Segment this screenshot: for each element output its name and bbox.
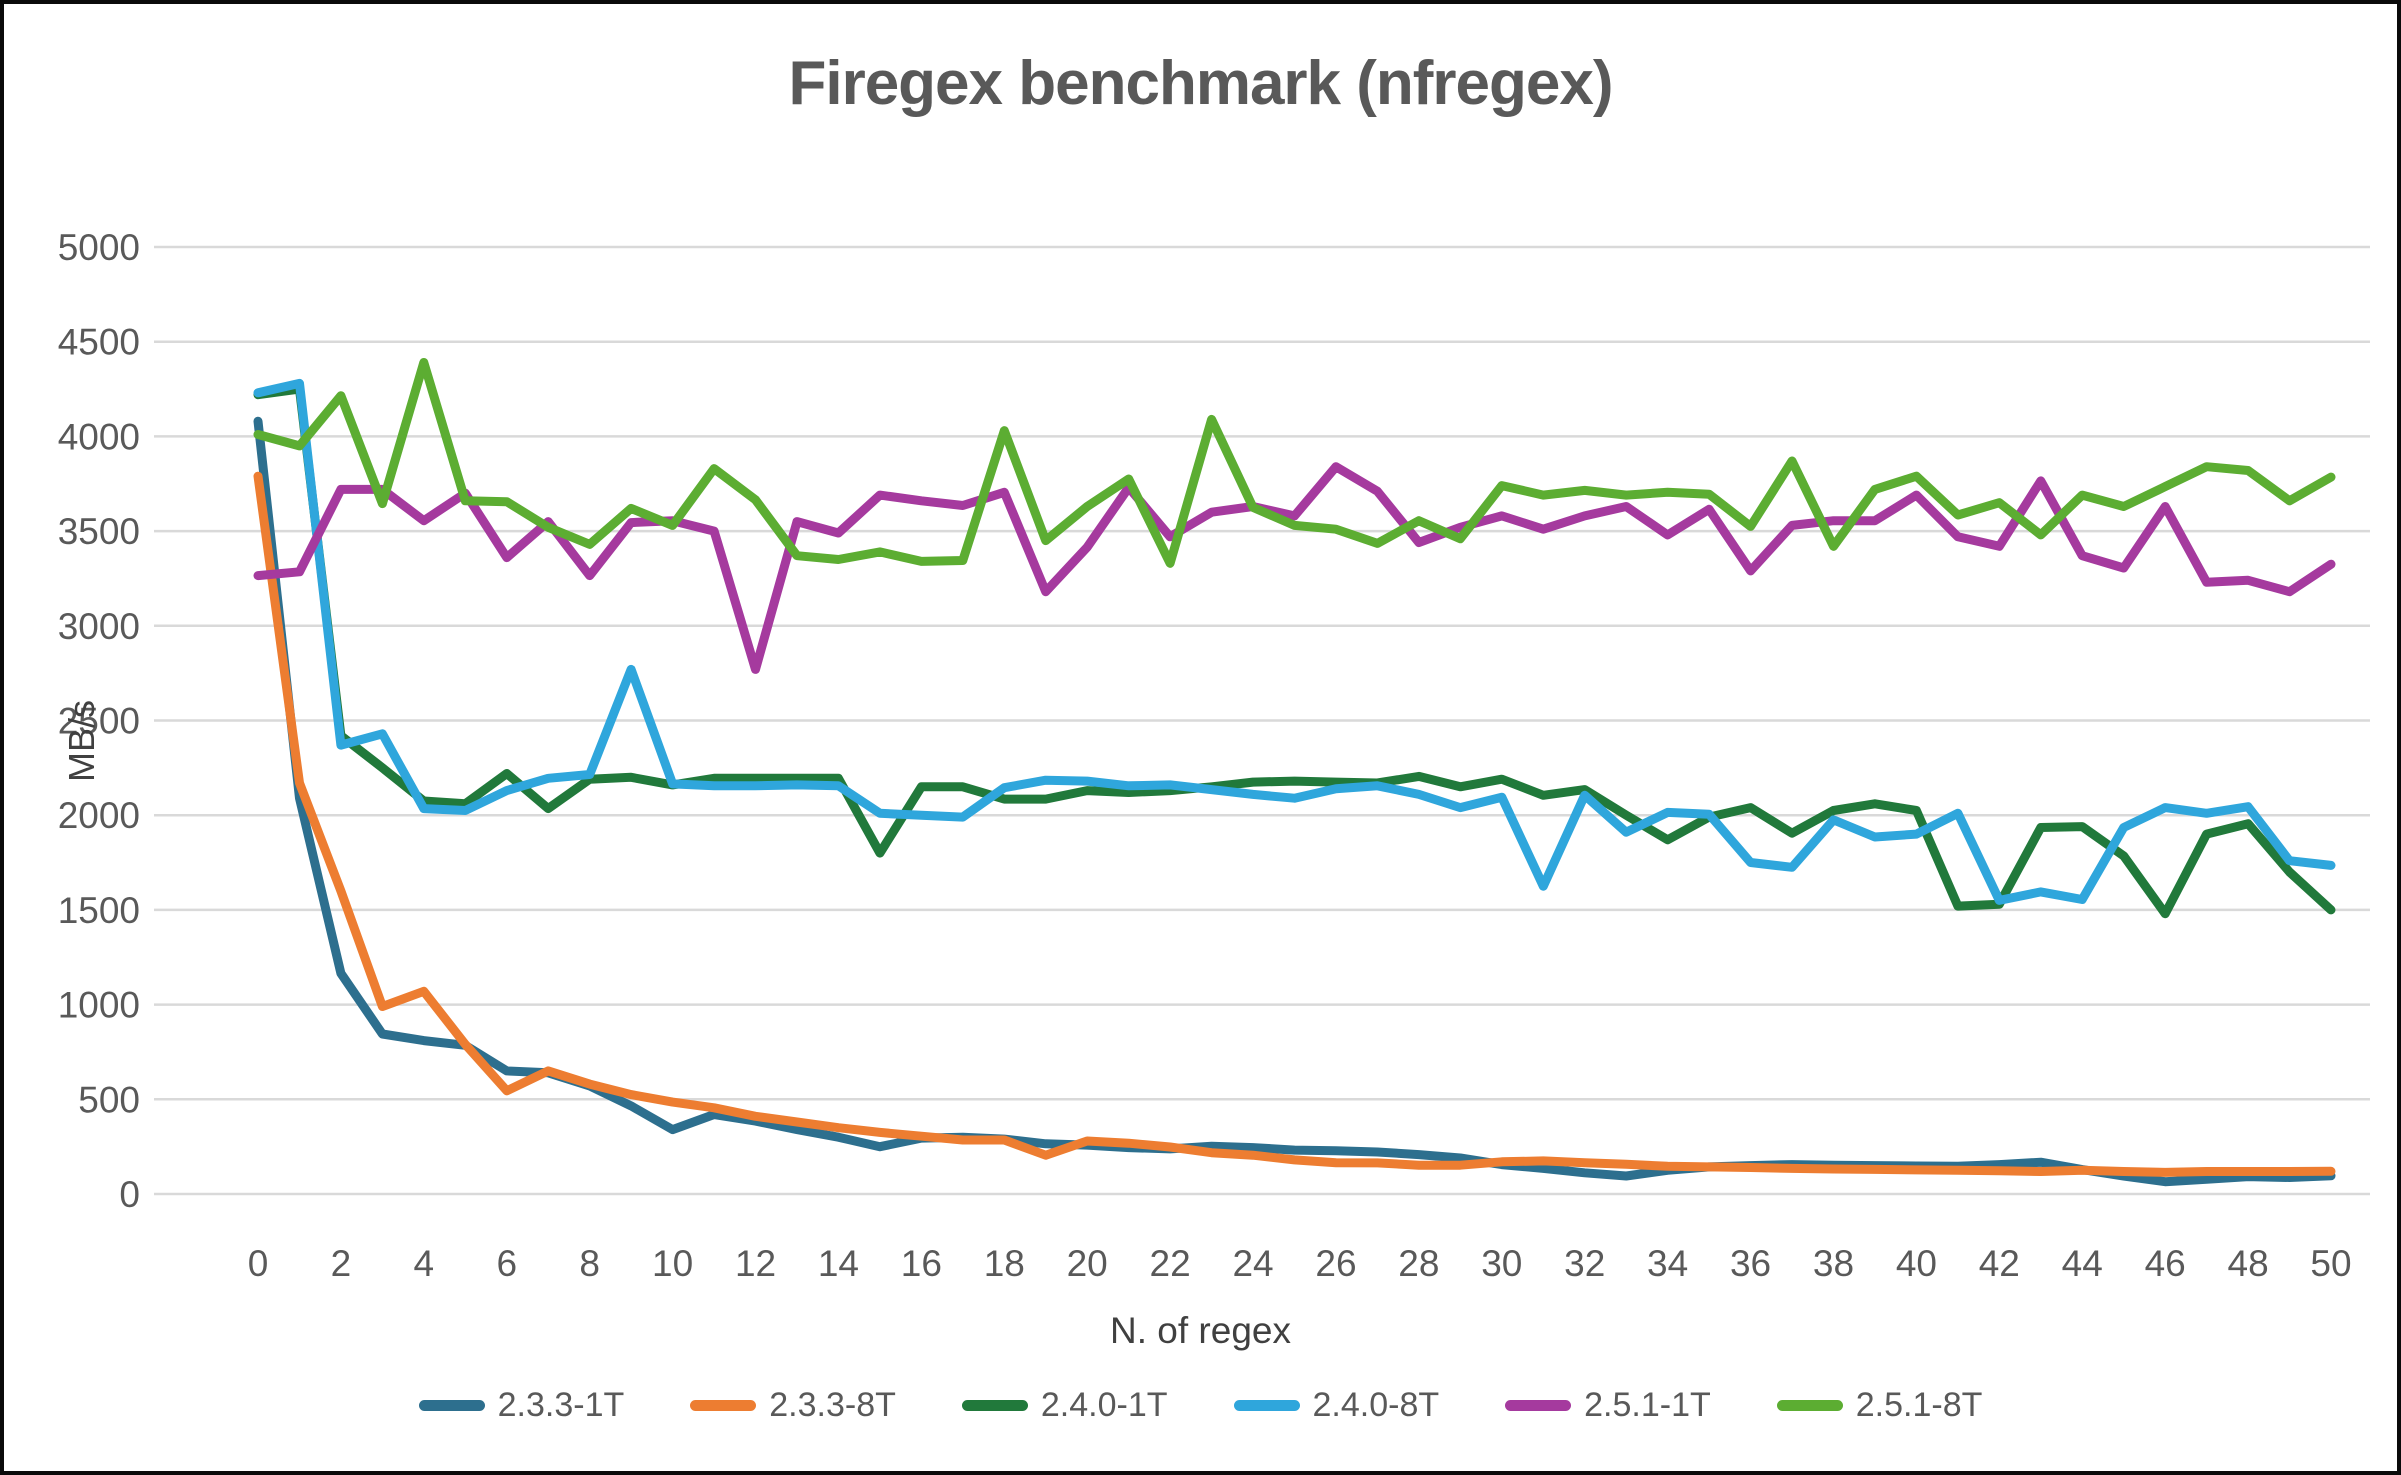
- x-tick-label: 34: [1647, 1243, 1688, 1284]
- legend-swatch-2.3.3-1T: [418, 1400, 485, 1411]
- y-tick-label: 4000: [58, 416, 140, 457]
- series-line-2.5.1-1T: [253, 462, 2336, 674]
- y-tick-label: 5000: [58, 227, 140, 268]
- x-axis-title: N. of regex: [1110, 1310, 1291, 1351]
- series-line-2.3.3-8T: [253, 471, 2336, 1177]
- series-line-2.4.0-8T: [253, 378, 2336, 905]
- x-tick-label: 24: [1232, 1243, 1273, 1284]
- x-tick-label: 4: [414, 1243, 435, 1284]
- y-tick-label: 1000: [58, 985, 140, 1026]
- series-line-2.5.1-8T: [253, 358, 2336, 568]
- x-tick-label: 12: [735, 1243, 776, 1284]
- y-tick-label: 3000: [58, 606, 140, 647]
- series-line-2.3.3-1T: [253, 416, 2336, 1187]
- legend-item-2.3.3-8T: 2.3.3-8T: [690, 1386, 896, 1425]
- x-tick-label: 26: [1315, 1243, 1356, 1284]
- y-tick-label: 2000: [58, 795, 140, 836]
- y-tick-label: 1500: [58, 890, 140, 931]
- legend-label-2.4.0-1T: 2.4.0-1T: [1040, 1386, 1168, 1424]
- line-chart: 0500100015002000250030003500400045005000…: [58, 227, 2370, 1284]
- legend-label-2.5.1-1T: 2.5.1-1T: [1584, 1386, 1711, 1424]
- x-tick-label: 28: [1398, 1243, 1439, 1284]
- x-tick-label: 2: [331, 1243, 352, 1284]
- legend-item-2.5.1-1T: 2.5.1-1T: [1505, 1386, 1711, 1425]
- x-tick-label: 36: [1730, 1243, 1771, 1284]
- legend: 2.3.3-1T 2.3.3-8T 2.4.0-1T 2.4.0-8T 2.5.1-1T…: [4, 1386, 2397, 1425]
- x-tick-label: 16: [901, 1243, 942, 1284]
- x-tick-label: 46: [2145, 1243, 2186, 1284]
- legend-label-2.4.0-8T: 2.4.0-8T: [1312, 1386, 1440, 1424]
- x-tick-label: 38: [1813, 1243, 1854, 1284]
- x-tick-label: 14: [818, 1243, 859, 1284]
- x-tick-label: 22: [1150, 1243, 1191, 1284]
- legend-swatch-2.4.0-1T: [961, 1400, 1028, 1411]
- x-tick-label: 48: [2228, 1243, 2269, 1284]
- legend-label-2.5.1-8T: 2.5.1-8T: [1855, 1386, 1983, 1424]
- legend-item-2.5.1-8T: 2.5.1-8T: [1776, 1386, 1983, 1425]
- y-tick-label: 3500: [58, 511, 140, 552]
- legend-label-2.3.3-1T: 2.3.3-1T: [497, 1386, 625, 1424]
- x-tick-label: 44: [2062, 1243, 2103, 1284]
- x-tick-label: 32: [1564, 1243, 1605, 1284]
- x-tick-label: 20: [1067, 1243, 1108, 1284]
- x-tick-label: 0: [248, 1243, 269, 1284]
- x-tick-label: 18: [984, 1243, 1025, 1284]
- legend-item-2.4.0-8T: 2.4.0-8T: [1233, 1386, 1440, 1425]
- x-tick-label: 6: [496, 1243, 517, 1284]
- legend-swatch-2.5.1-8T: [1776, 1400, 1843, 1411]
- legend-item-2.3.3-1T: 2.3.3-1T: [418, 1386, 625, 1425]
- x-tick-label: 40: [1896, 1243, 1937, 1284]
- y-tick-label: 0: [119, 1174, 140, 1215]
- legend-swatch-2.3.3-8T: [690, 1400, 757, 1411]
- legend-item-2.4.0-1T: 2.4.0-1T: [961, 1386, 1168, 1425]
- legend-swatch-2.4.0-8T: [1233, 1400, 1300, 1411]
- x-tick-label: 42: [1979, 1243, 2020, 1284]
- y-tick-label: 2500: [58, 701, 140, 742]
- x-tick-label: 30: [1481, 1243, 1522, 1284]
- x-tick-label: 10: [652, 1243, 693, 1284]
- chart-title: Firegex benchmark (nfregex): [788, 49, 1613, 118]
- x-tick-label: 8: [579, 1243, 600, 1284]
- legend-swatch-2.5.1-1T: [1505, 1400, 1572, 1411]
- y-tick-label: 4500: [58, 322, 140, 363]
- y-axis-title: MB/s: [61, 700, 102, 783]
- series-line-2.4.0-1T: [253, 384, 2336, 919]
- x-tick-label: 50: [2310, 1243, 2351, 1284]
- legend-label-2.3.3-8T: 2.3.3-8T: [769, 1386, 896, 1424]
- y-tick-label: 500: [78, 1079, 140, 1120]
